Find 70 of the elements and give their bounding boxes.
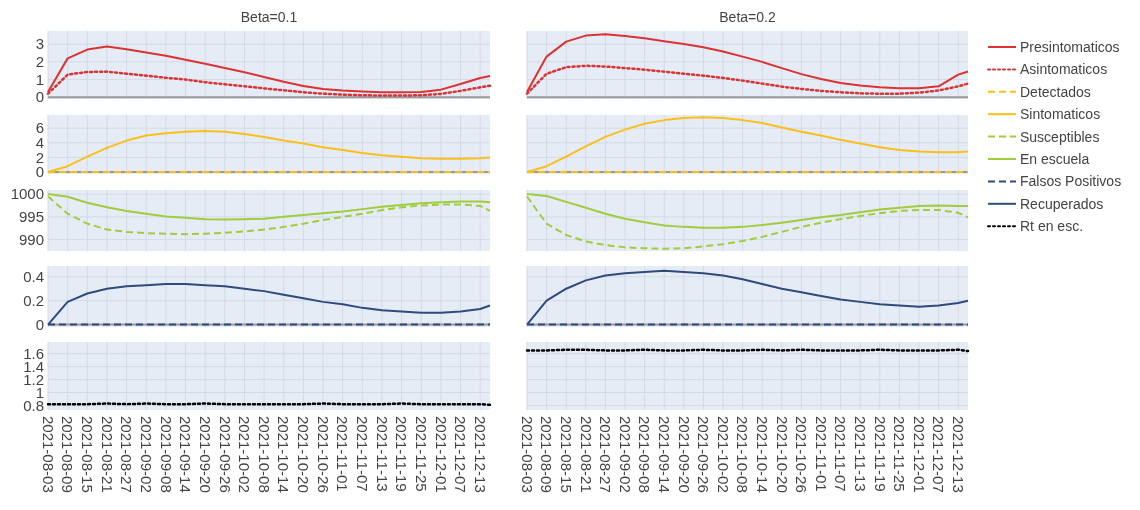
y-tick-label: 6 — [35, 119, 44, 137]
x-tick-label: 2021-11-25 — [412, 416, 430, 492]
x-tick-label: 2021-12-13 — [949, 416, 967, 493]
y-tick-label: 0.4 — [23, 268, 44, 286]
x-tick-label: 2021-09-26 — [695, 416, 713, 493]
y-tick-label: 1 — [35, 70, 44, 88]
legend-label: Asintomaticos — [1020, 61, 1108, 78]
legend-label: Detectados — [1020, 83, 1091, 100]
x-tick-label: 2021-09-14 — [177, 416, 195, 493]
legend-label: Susceptibles — [1020, 128, 1100, 145]
x-tick-label: 2021-09-20 — [675, 416, 693, 493]
x-tick-label: 2021-08-15 — [557, 416, 575, 493]
x-tick-label: 2021-11-19 — [393, 416, 411, 492]
y-tick-label: 1000 — [10, 185, 44, 203]
x-tick-label: 2021-10-02 — [236, 416, 254, 493]
x-tick-label: 2021-12-13 — [471, 416, 489, 493]
y-tick-label: 0 — [35, 163, 44, 181]
x-tick-label: 2021-09-02 — [616, 416, 634, 493]
x-tick-label: 2021-08-09 — [59, 416, 77, 493]
x-tick-label: 2021-09-26 — [216, 416, 234, 493]
x-tick-label: 2021-11-25 — [891, 416, 909, 492]
legend-label: Sintomaticos — [1020, 106, 1101, 123]
x-tick-label: 2021-11-01 — [812, 416, 830, 492]
y-tick-label: 0.2 — [23, 291, 44, 309]
x-tick-label: 2021-08-03 — [39, 416, 57, 493]
x-tick-label: 2021-10-02 — [714, 416, 732, 493]
x-tick-label: 2021-09-02 — [137, 416, 155, 493]
x-tick-label: 2021-12-01 — [910, 416, 928, 493]
x-tick-label: 2021-08-09 — [538, 416, 556, 493]
y-tick-label: 2 — [35, 53, 44, 71]
x-tick-label: 2021-12-07 — [930, 416, 948, 493]
x-tick-label: 2021-08-15 — [79, 416, 97, 493]
x-tick-label: 2021-08-21 — [98, 416, 116, 493]
y-tick-label: 990 — [18, 230, 44, 248]
y-tick-label: 1.6 — [23, 344, 44, 362]
chart-title: Beta=0.2 — [719, 9, 776, 25]
chart-title: Beta=0.1 — [240, 9, 298, 25]
legend-label: Rt en esc. — [1020, 218, 1084, 235]
x-tick-label: 2021-09-14 — [655, 416, 673, 493]
x-tick-label: 2021-11-13 — [373, 416, 391, 492]
x-tick-label: 2021-12-07 — [452, 416, 470, 493]
y-tick-label: 0 — [35, 88, 44, 106]
x-tick-label: 2021-10-08 — [255, 416, 273, 493]
x-tick-label: 2021-11-01 — [334, 416, 352, 492]
y-tick-label: 995 — [18, 208, 44, 226]
x-tick-label: 2021-09-20 — [196, 416, 214, 493]
legend-label: En escuela — [1020, 150, 1090, 167]
x-tick-label: 2021-12-01 — [432, 416, 450, 493]
x-tick-label: 2021-11-07 — [354, 416, 372, 492]
x-tick-label: 2021-10-14 — [753, 416, 771, 493]
x-tick-label: 2021-08-27 — [597, 416, 615, 493]
y-tick-label: 0 — [35, 315, 44, 333]
x-tick-label: 2021-09-08 — [636, 416, 654, 493]
legend-label: Falsos Positivos — [1020, 173, 1122, 190]
x-tick-label: 2021-08-21 — [577, 416, 595, 493]
x-tick-label: 2021-10-26 — [793, 416, 811, 493]
legend-label: Recuperados — [1020, 195, 1104, 212]
x-tick-label: 2021-11-19 — [871, 416, 889, 492]
x-tick-label: 2021-10-14 — [275, 416, 293, 493]
x-tick-label: 2021-10-20 — [295, 416, 313, 493]
x-tick-label: 2021-09-08 — [157, 416, 175, 493]
x-tick-label: 2021-10-08 — [734, 416, 752, 493]
x-tick-label: 2021-11-07 — [832, 416, 850, 492]
x-tick-label: 2021-08-03 — [518, 416, 536, 493]
x-tick-label: 2021-08-27 — [118, 416, 136, 493]
x-tick-label: 2021-10-20 — [773, 416, 791, 493]
y-tick-label: 3 — [35, 35, 44, 53]
legend-label: Presintomaticos — [1020, 38, 1120, 55]
x-tick-label: 2021-10-26 — [314, 416, 332, 493]
x-tick-label: 2021-11-13 — [851, 416, 869, 492]
